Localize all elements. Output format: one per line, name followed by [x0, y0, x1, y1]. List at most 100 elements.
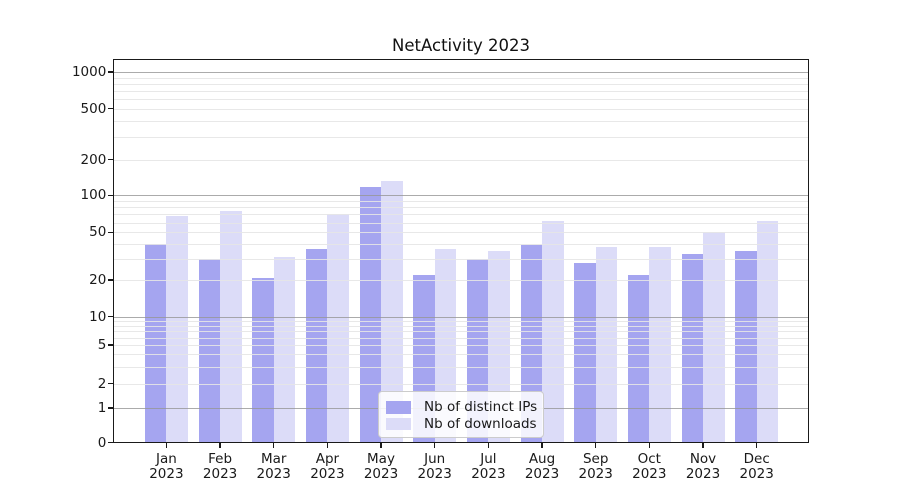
x-tick-mark	[756, 443, 758, 449]
x-tick-mark	[434, 443, 436, 449]
gridline-major	[113, 316, 810, 318]
x-tick-label-may: May 2023	[363, 450, 399, 482]
legend: Nb of distinct IPs Nb of downloads	[377, 391, 544, 438]
y-tick-mark	[108, 231, 114, 233]
gridline-minor	[113, 258, 810, 260]
gridline-minor	[113, 108, 810, 110]
bar-nov-distinct-ips	[681, 253, 703, 444]
y-tick-label: 20	[89, 272, 107, 288]
y-tick-label: 1	[97, 400, 107, 416]
gridline-minor	[113, 207, 810, 209]
x-tick-label-oct: Oct 2023	[632, 450, 667, 482]
gridline-minor	[113, 345, 810, 346]
bar-jan-distinct-ips	[144, 243, 167, 444]
bar-oct-distinct-ips	[627, 275, 650, 444]
y-tick-label: 500	[80, 100, 107, 117]
x-tick-mark	[219, 443, 221, 449]
x-tick-mark	[702, 443, 704, 449]
gridline-minor	[113, 136, 810, 138]
gridline-minor	[113, 325, 810, 327]
gridline-minor	[113, 337, 810, 339]
y-tick-mark	[108, 158, 114, 161]
x-tick-mark	[273, 443, 275, 449]
x-tick-mark	[541, 443, 543, 449]
y-tick-label: 0	[97, 434, 107, 451]
gridline-minor	[113, 90, 810, 92]
gridline-minor	[113, 83, 810, 85]
bar-nov-downloads	[703, 232, 725, 444]
legend-label-distinct-ips: Nb of distinct IPs	[424, 399, 538, 416]
gridline-major	[113, 195, 810, 197]
x-tick-label-jan: Jan 2023	[149, 450, 184, 482]
gridline-minor	[113, 214, 810, 216]
y-tick-mark	[108, 344, 114, 346]
bar-aug-downloads	[542, 220, 564, 444]
x-tick-mark	[380, 443, 382, 449]
gridline-minor	[113, 331, 810, 333]
bar-sep-downloads	[595, 246, 618, 444]
plot-frame	[113, 59, 810, 444]
y-tick-label: 200	[80, 151, 107, 168]
legend-swatch-distinct-ips	[385, 401, 411, 414]
gridline-minor	[113, 321, 810, 322]
x-tick-label-aug: Aug 2023	[524, 450, 560, 482]
bar-oct-downloads	[649, 246, 671, 444]
bar-apr-downloads	[327, 214, 349, 444]
bar-feb-distinct-ips	[198, 258, 221, 444]
x-tick-mark	[648, 443, 650, 449]
x-tick-label-apr: Apr 2023	[310, 450, 345, 482]
y-tick-mark	[108, 382, 114, 385]
bar-mar-downloads	[273, 257, 296, 444]
legend-item-distinct-ips: Nb of distinct IPs	[379, 399, 543, 416]
y-tick-label: 10	[89, 308, 107, 325]
gridline-minor	[113, 200, 810, 202]
bar-mar-distinct-ips	[252, 277, 274, 444]
y-tick-mark	[108, 194, 114, 196]
chart-title: NetActivity 2023	[392, 36, 530, 55]
gridline-major	[113, 72, 810, 73]
y-tick-label: 2	[97, 375, 107, 392]
legend-label-downloads: Nb of downloads	[424, 415, 537, 432]
legend-swatch-downloads	[385, 417, 411, 430]
y-tick-label: 1000	[71, 64, 107, 80]
gridline-minor	[113, 243, 810, 245]
bar-feb-downloads	[220, 211, 242, 444]
bar-dec-downloads	[756, 220, 779, 444]
gridline-minor	[113, 366, 810, 368]
x-tick-label-jul: Jul 2023	[471, 450, 506, 482]
gridline-minor	[113, 383, 810, 385]
y-tick-label: 50	[89, 224, 107, 241]
x-tick-label-feb: Feb 2023	[202, 450, 238, 482]
y-tick-label: 100	[80, 187, 107, 204]
x-tick-mark	[595, 443, 597, 449]
x-tick-label-dec: Dec 2023	[739, 450, 774, 482]
x-tick-label-jun: Jun 2023	[417, 450, 452, 482]
gridline-minor	[113, 120, 810, 122]
bar-dec-distinct-ips	[735, 250, 757, 444]
y-tick-mark	[108, 316, 114, 318]
bar-sep-distinct-ips	[574, 262, 596, 444]
y-tick-mark	[108, 407, 114, 409]
y-tick-label: 5	[97, 337, 107, 353]
y-tick-mark	[108, 71, 114, 73]
gridline-minor	[113, 232, 810, 234]
y-tick-mark	[108, 107, 114, 110]
y-tick-mark	[108, 442, 114, 444]
gridline-minor	[113, 222, 810, 224]
x-tick-mark	[487, 443, 490, 449]
gridline-minor	[113, 280, 810, 281]
x-tick-mark	[326, 443, 329, 449]
x-tick-label-nov: Nov 2023	[685, 450, 721, 482]
x-tick-label-sep: Sep 2023	[578, 450, 613, 482]
x-tick-label-mar: Mar 2023	[256, 450, 291, 482]
gridline-minor	[113, 98, 810, 100]
gridline-minor	[113, 354, 810, 356]
legend-item-downloads: Nb of downloads	[379, 416, 543, 433]
bar-apr-distinct-ips	[305, 249, 328, 444]
bar-jan-downloads	[166, 215, 188, 444]
gridline-minor	[113, 159, 810, 161]
y-tick-mark	[108, 279, 114, 281]
gridline-minor	[113, 77, 810, 79]
x-tick-mark	[165, 443, 168, 449]
